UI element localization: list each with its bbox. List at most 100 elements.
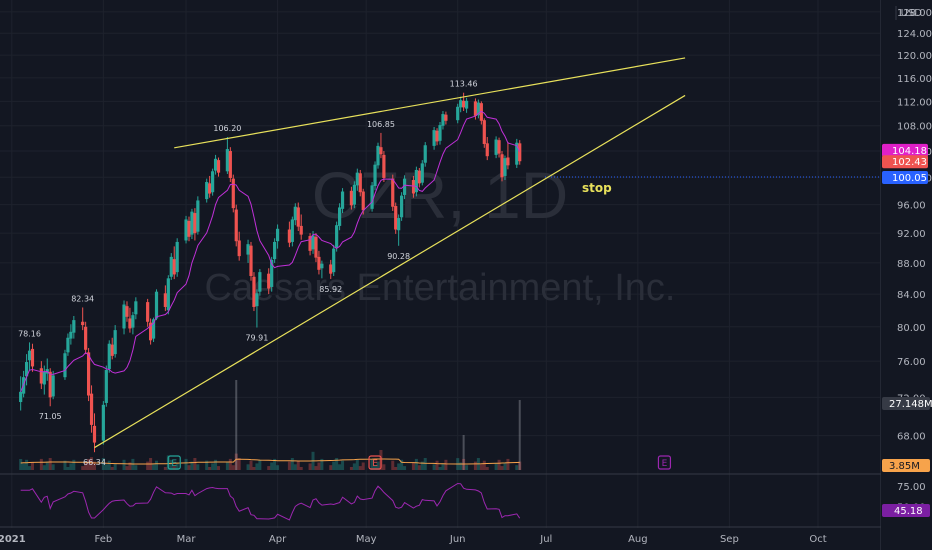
candle[interactable] xyxy=(249,241,253,281)
candle[interactable] xyxy=(349,186,354,210)
candle[interactable] xyxy=(42,365,46,395)
candle[interactable] xyxy=(149,318,153,345)
candle[interactable] xyxy=(444,111,448,125)
candle[interactable] xyxy=(228,147,232,183)
trendlines[interactable] xyxy=(94,57,686,449)
candle[interactable] xyxy=(255,289,259,328)
candle[interactable] xyxy=(190,208,194,240)
candle[interactable] xyxy=(63,349,67,380)
candle[interactable] xyxy=(252,272,256,312)
candle[interactable] xyxy=(293,203,297,226)
candle[interactable] xyxy=(225,136,229,174)
candle[interactable] xyxy=(101,401,105,445)
candle[interactable] xyxy=(299,214,303,240)
candle[interactable] xyxy=(411,175,416,198)
candle[interactable] xyxy=(370,182,374,212)
candle[interactable] xyxy=(373,161,377,191)
candle[interactable] xyxy=(234,204,238,247)
candle[interactable] xyxy=(24,354,29,386)
candle[interactable] xyxy=(89,385,94,433)
candle[interactable] xyxy=(287,221,291,248)
candle[interactable] xyxy=(110,337,114,360)
candle[interactable] xyxy=(172,246,176,280)
candle[interactable] xyxy=(213,154,218,175)
candle[interactable] xyxy=(476,99,480,119)
candle[interactable] xyxy=(163,285,167,312)
candle[interactable] xyxy=(169,253,173,280)
candle[interactable] xyxy=(518,140,522,165)
candle[interactable] xyxy=(122,300,126,335)
candle[interactable] xyxy=(462,92,466,112)
candle[interactable] xyxy=(441,111,445,130)
candle[interactable] xyxy=(417,167,421,188)
earnings-event-icon[interactable]: E xyxy=(368,455,382,470)
candle[interactable] xyxy=(435,128,439,146)
candle[interactable] xyxy=(205,178,209,203)
candle[interactable] xyxy=(314,233,318,263)
candle[interactable] xyxy=(402,175,407,200)
candle[interactable] xyxy=(485,136,489,161)
candle[interactable] xyxy=(358,169,362,197)
trendline-lower[interactable] xyxy=(94,94,686,449)
candle[interactable] xyxy=(166,275,170,315)
candle[interactable] xyxy=(246,239,250,263)
candle[interactable] xyxy=(86,348,91,402)
candle[interactable] xyxy=(337,203,342,231)
candle[interactable] xyxy=(154,289,159,321)
candle[interactable] xyxy=(231,174,235,213)
earnings-event-icon[interactable]: E xyxy=(167,455,181,470)
candle[interactable] xyxy=(506,142,510,170)
candle[interactable] xyxy=(376,142,380,169)
time-axis[interactable]: 2021 Feb Mar Apr May Jun Jul Aug Sep Oct xyxy=(0,534,827,545)
candle[interactable] xyxy=(423,142,427,167)
candle[interactable] xyxy=(290,216,294,247)
candle[interactable] xyxy=(131,311,135,335)
candle[interactable] xyxy=(320,260,324,279)
candle[interactable] xyxy=(275,224,280,249)
candle[interactable] xyxy=(211,168,215,196)
candle[interactable] xyxy=(81,307,85,331)
candle[interactable] xyxy=(494,136,498,159)
candle[interactable] xyxy=(500,151,504,182)
candle[interactable] xyxy=(273,238,277,263)
candle[interactable] xyxy=(397,214,401,246)
candle[interactable] xyxy=(216,157,221,177)
candle[interactable] xyxy=(107,340,111,373)
candle[interactable] xyxy=(125,301,129,322)
candle[interactable] xyxy=(193,208,197,241)
candle[interactable] xyxy=(394,202,398,234)
candle[interactable] xyxy=(400,192,404,221)
candle[interactable] xyxy=(146,298,150,327)
candle[interactable] xyxy=(335,221,339,252)
candle-series[interactable] xyxy=(19,92,522,453)
candle[interactable] xyxy=(503,155,507,180)
candle[interactable] xyxy=(184,215,188,244)
trendline-upper[interactable] xyxy=(174,57,686,149)
candle[interactable] xyxy=(352,181,356,209)
candle[interactable] xyxy=(92,413,97,453)
candle[interactable] xyxy=(464,97,469,113)
candle[interactable] xyxy=(414,166,418,197)
earnings-event-icon[interactable]: E xyxy=(657,455,672,470)
candle[interactable] xyxy=(134,297,138,320)
candle[interactable] xyxy=(72,315,76,339)
candle[interactable] xyxy=(113,325,117,358)
candle[interactable] xyxy=(128,307,132,333)
candle[interactable] xyxy=(30,343,35,372)
candle[interactable] xyxy=(497,137,501,158)
candle[interactable] xyxy=(456,103,460,124)
candle[interactable] xyxy=(187,216,191,242)
candle[interactable] xyxy=(459,96,463,113)
candle[interactable] xyxy=(104,365,108,407)
candle[interactable] xyxy=(391,174,395,211)
candle[interactable] xyxy=(340,188,345,214)
candle[interactable] xyxy=(438,122,442,145)
candle[interactable] xyxy=(515,138,519,168)
candle[interactable] xyxy=(317,250,321,275)
candle[interactable] xyxy=(382,151,386,183)
candle[interactable] xyxy=(355,168,359,191)
candle[interactable] xyxy=(308,233,312,256)
